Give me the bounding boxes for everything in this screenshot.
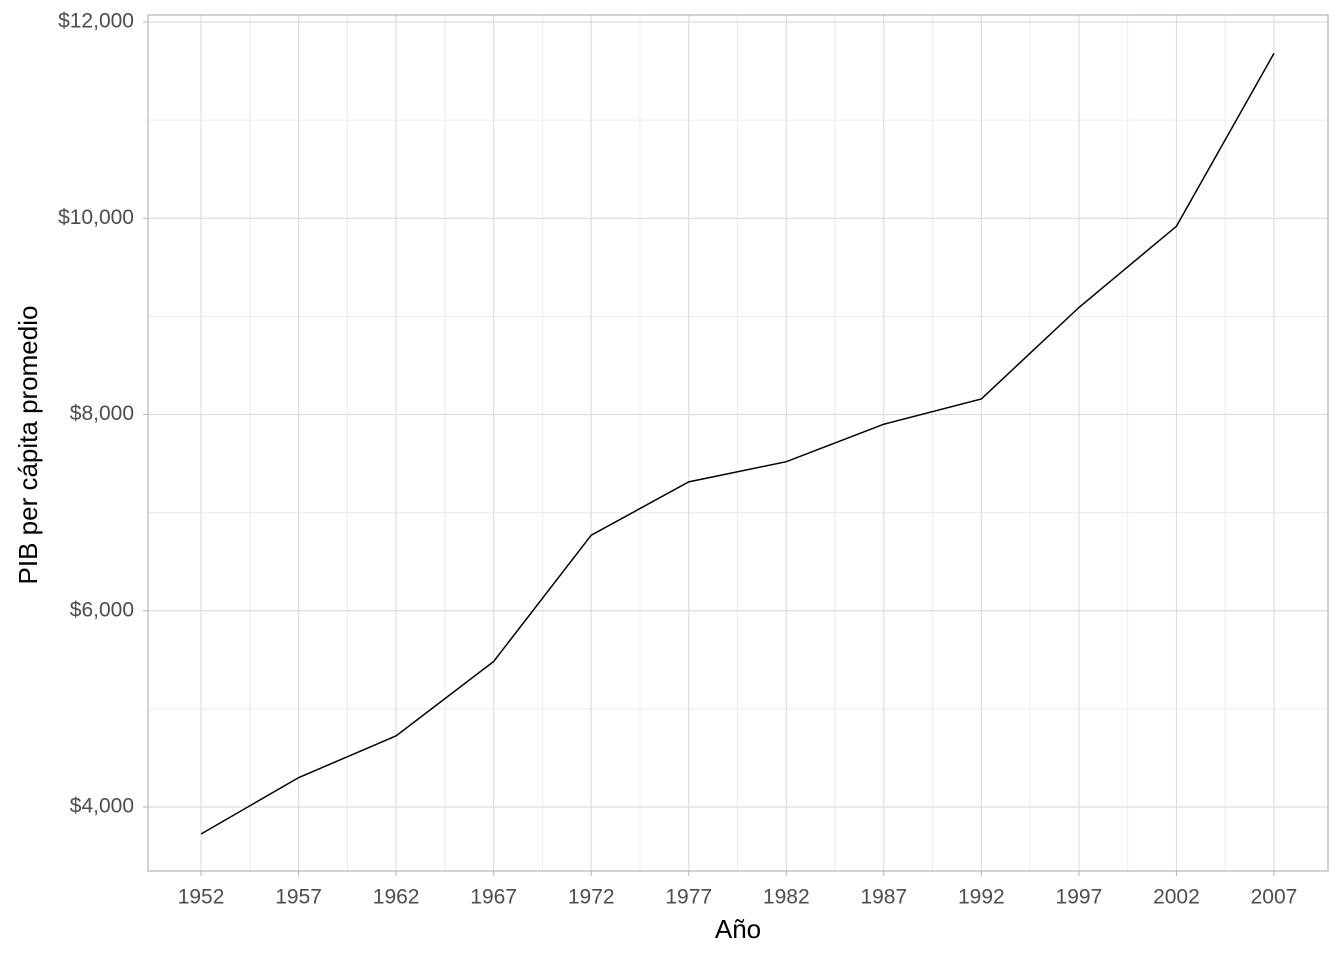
x-tick-label: 1987 [860, 886, 907, 909]
x-tick-label: 1957 [275, 886, 322, 909]
y-tick-label: $8,000 [70, 402, 134, 425]
x-tick-label: 1962 [373, 886, 420, 909]
y-tick-label: $12,000 [58, 10, 134, 33]
x-tick-label: 2007 [1251, 886, 1298, 909]
line [200, 52, 1275, 835]
panel-border [147, 14, 1329, 872]
y-axis-title: PIB per cápita promedio [13, 306, 43, 585]
x-tick-label: 1992 [958, 886, 1005, 909]
x-axis-title: Año [715, 914, 761, 944]
x-tick-label: 1972 [568, 886, 615, 909]
x-tick-label: 1952 [178, 886, 225, 909]
x-tick-label: 1977 [665, 886, 712, 909]
x-tick-label: 1967 [470, 886, 517, 909]
x-tick-label: 2002 [1153, 886, 1200, 909]
y-tick-label: $6,000 [70, 598, 134, 621]
x-tick-label: 1997 [1056, 886, 1103, 909]
y-tick-label: $4,000 [70, 795, 134, 818]
y-tick-label: $10,000 [58, 206, 134, 229]
x-tick-label: 1982 [763, 886, 810, 909]
